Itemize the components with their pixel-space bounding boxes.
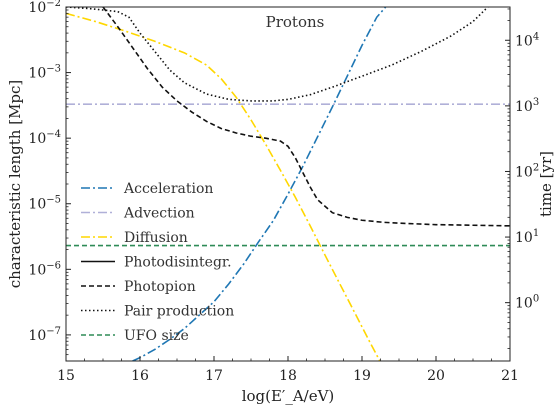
x-tick-label: 16 — [131, 368, 149, 384]
x-tick-label: 19 — [353, 368, 371, 384]
legend: Acceleration Advection Diffusion Photodisin… — [81, 181, 234, 344]
series-line-2 — [66, 12, 381, 361]
x-tick-label: 15 — [57, 368, 75, 384]
legend-label: Photopion — [124, 279, 196, 295]
y-axis-label-left: characteristic length [Mpc] — [6, 80, 24, 289]
y-tick-label-left: 10−5 — [28, 195, 61, 213]
y-tick-label-right: 100 — [515, 294, 539, 312]
x-axis-label: log(E′_A/eV) — [242, 387, 335, 405]
y-tick-label-right: 103 — [515, 97, 539, 115]
y-tick-label-right: 104 — [515, 31, 539, 49]
y-tick-label-left: 10−2 — [28, 0, 61, 16]
legend-label: Pair production — [124, 304, 234, 320]
legend-label: Advection — [123, 206, 195, 222]
x-tick-label: 17 — [205, 368, 223, 384]
y-tick-label-right: 101 — [515, 228, 539, 246]
x-tick-label: 21 — [501, 368, 519, 384]
series-line-4 — [102, 7, 510, 227]
legend-label: Photodisintegr. — [124, 255, 232, 271]
y-tick-label-right: 102 — [515, 162, 539, 180]
series-layer — [66, 7, 510, 361]
legend-label: UFO size — [124, 328, 189, 344]
x-tick-label: 20 — [427, 368, 445, 384]
series-line-0 — [132, 7, 387, 361]
y-axis-label-right: time [yr] — [537, 151, 555, 217]
y-tick-label-left: 10−7 — [28, 326, 61, 344]
legend-label: Diffusion — [124, 230, 188, 246]
legend-label: Acceleration — [123, 181, 213, 197]
y-tick-label-left: 10−4 — [28, 129, 61, 147]
x-tick-label: 18 — [279, 368, 297, 384]
axes-layer: 15 16 17 18 19 20 21 10−7 10−6 10−5 10−4 10−3 10−2 10… — [28, 0, 539, 384]
y-tick-label-left: 10−3 — [28, 64, 61, 82]
chart-title: Protons — [266, 13, 325, 31]
y-tick-label-left: 10−6 — [28, 260, 61, 278]
